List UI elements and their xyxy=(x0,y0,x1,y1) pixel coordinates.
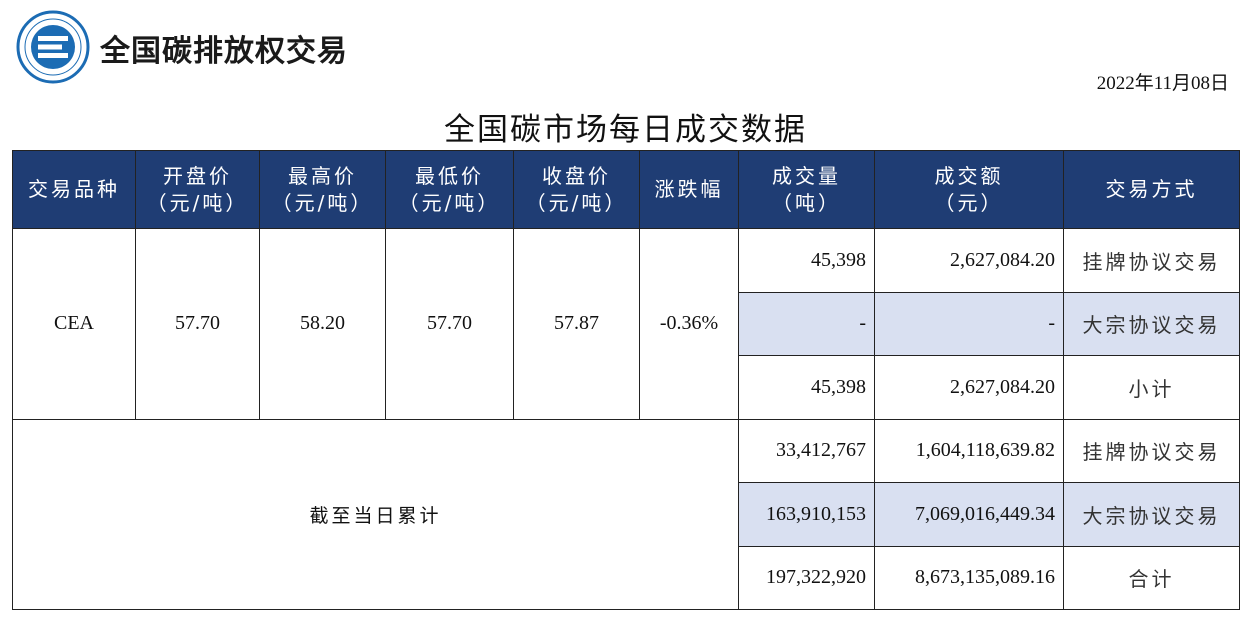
high-price-cell: 58.20 xyxy=(259,228,386,420)
table-row: - - 大宗协议交易 xyxy=(13,291,1240,356)
method-cell: 大宗协议交易 xyxy=(1063,482,1240,547)
method-cell: 挂牌协议交易 xyxy=(1063,418,1240,483)
open-price-cell: 57.70 xyxy=(135,228,260,420)
col-header-close: 收盘价 （元/吨） xyxy=(513,150,640,229)
col-header-product: 交易品种 xyxy=(12,150,136,229)
close-price-cell: 57.87 xyxy=(513,228,640,420)
col-header-volume: 成交量 （吨） xyxy=(738,150,875,229)
col-header-open: 开盘价 （元/吨） xyxy=(135,150,260,229)
table-row: 45,398 2,627,084.20 小计 xyxy=(13,355,1240,420)
brand-title: 全国碳排放权交易 xyxy=(100,34,348,69)
volume-cell: 197,322,920 xyxy=(738,545,875,610)
col-header-low: 最低价 （元/吨） xyxy=(385,150,514,229)
amount-cell: 8,673,135,089.16 xyxy=(874,545,1064,610)
table-row: 197,322,920 8,673,135,089.16 合计 xyxy=(13,545,1240,610)
exchange-logo-icon xyxy=(16,10,90,84)
table-row: 截至当日累计 33,412,767 1,604,118,639.82 挂牌协议交… xyxy=(12,418,1240,610)
table-row: 163,910,153 7,069,016,449.34 大宗协议交易 xyxy=(13,482,1240,547)
page-title: 全国碳市场每日成交数据 xyxy=(444,112,807,148)
report-date: 2022年11月08日 xyxy=(1096,73,1229,94)
amount-cell: - xyxy=(874,291,1064,356)
method-cell: 小计 xyxy=(1063,355,1240,420)
table-row: CEA 57.70 58.20 57.70 57.87 -0.36% 45,39… xyxy=(12,228,1240,420)
volume-cell: 33,412,767 xyxy=(738,418,875,483)
volume-cell: - xyxy=(738,291,875,356)
col-header-method: 交易方式 xyxy=(1063,150,1240,229)
low-price-cell: 57.70 xyxy=(385,228,514,420)
cumulative-label: 截至当日累计 xyxy=(12,418,739,610)
method-cell: 挂牌协议交易 xyxy=(1063,228,1240,293)
volume-cell: 163,910,153 xyxy=(738,482,875,547)
col-header-amount: 成交额 （元） xyxy=(874,150,1064,229)
method-cell: 大宗协议交易 xyxy=(1063,291,1240,356)
change-cell: -0.36% xyxy=(639,228,739,420)
amount-cell: 2,627,084.20 xyxy=(874,228,1064,293)
header-row: 交易品种 开盘价 （元/吨） 最高价 （元/吨） 最低价 （元/吨） 收盘价 （元/吨）… xyxy=(12,150,1240,229)
col-header-change: 涨跌幅 xyxy=(639,150,739,229)
col-header-high: 最高价 （元/吨） xyxy=(259,150,386,229)
method-cell: 合计 xyxy=(1063,545,1240,610)
amount-cell: 1,604,118,639.82 xyxy=(874,418,1064,483)
carbon-market-table: 交易品种 开盘价 （元/吨） 最高价 （元/吨） 最低价 （元/吨） 收盘价 （元/吨）… xyxy=(12,150,1240,610)
volume-cell: 45,398 xyxy=(738,228,875,293)
amount-cell: 2,627,084.20 xyxy=(874,355,1064,420)
volume-cell: 45,398 xyxy=(738,355,875,420)
amount-cell: 7,069,016,449.34 xyxy=(874,482,1064,547)
product-cell: CEA xyxy=(12,228,136,420)
